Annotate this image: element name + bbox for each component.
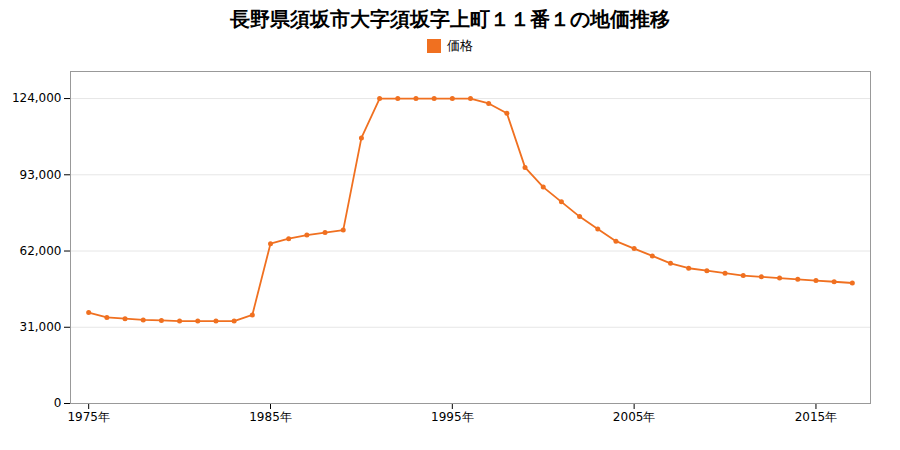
svg-text:2015年: 2015年: [795, 410, 838, 424]
svg-text:124,000: 124,000: [12, 91, 62, 105]
svg-text:0: 0: [54, 396, 62, 410]
svg-text:2005年: 2005年: [613, 410, 656, 424]
svg-text:1985年: 1985年: [249, 410, 292, 424]
html-text:価格: 価格: [447, 38, 473, 53]
svg-text:1975年: 1975年: [67, 410, 110, 424]
svg-text:31,000: 31,000: [20, 320, 62, 334]
svg-text:93,000: 93,000: [20, 168, 62, 182]
svg-text:1995年: 1995年: [431, 410, 474, 424]
html-text:長野県須坂市大字須坂字上町１１番１の地価推移: 長野県須坂市大字須坂字上町１１番１の地価推移: [230, 7, 670, 31]
svg-text:62,000: 62,000: [20, 244, 62, 258]
